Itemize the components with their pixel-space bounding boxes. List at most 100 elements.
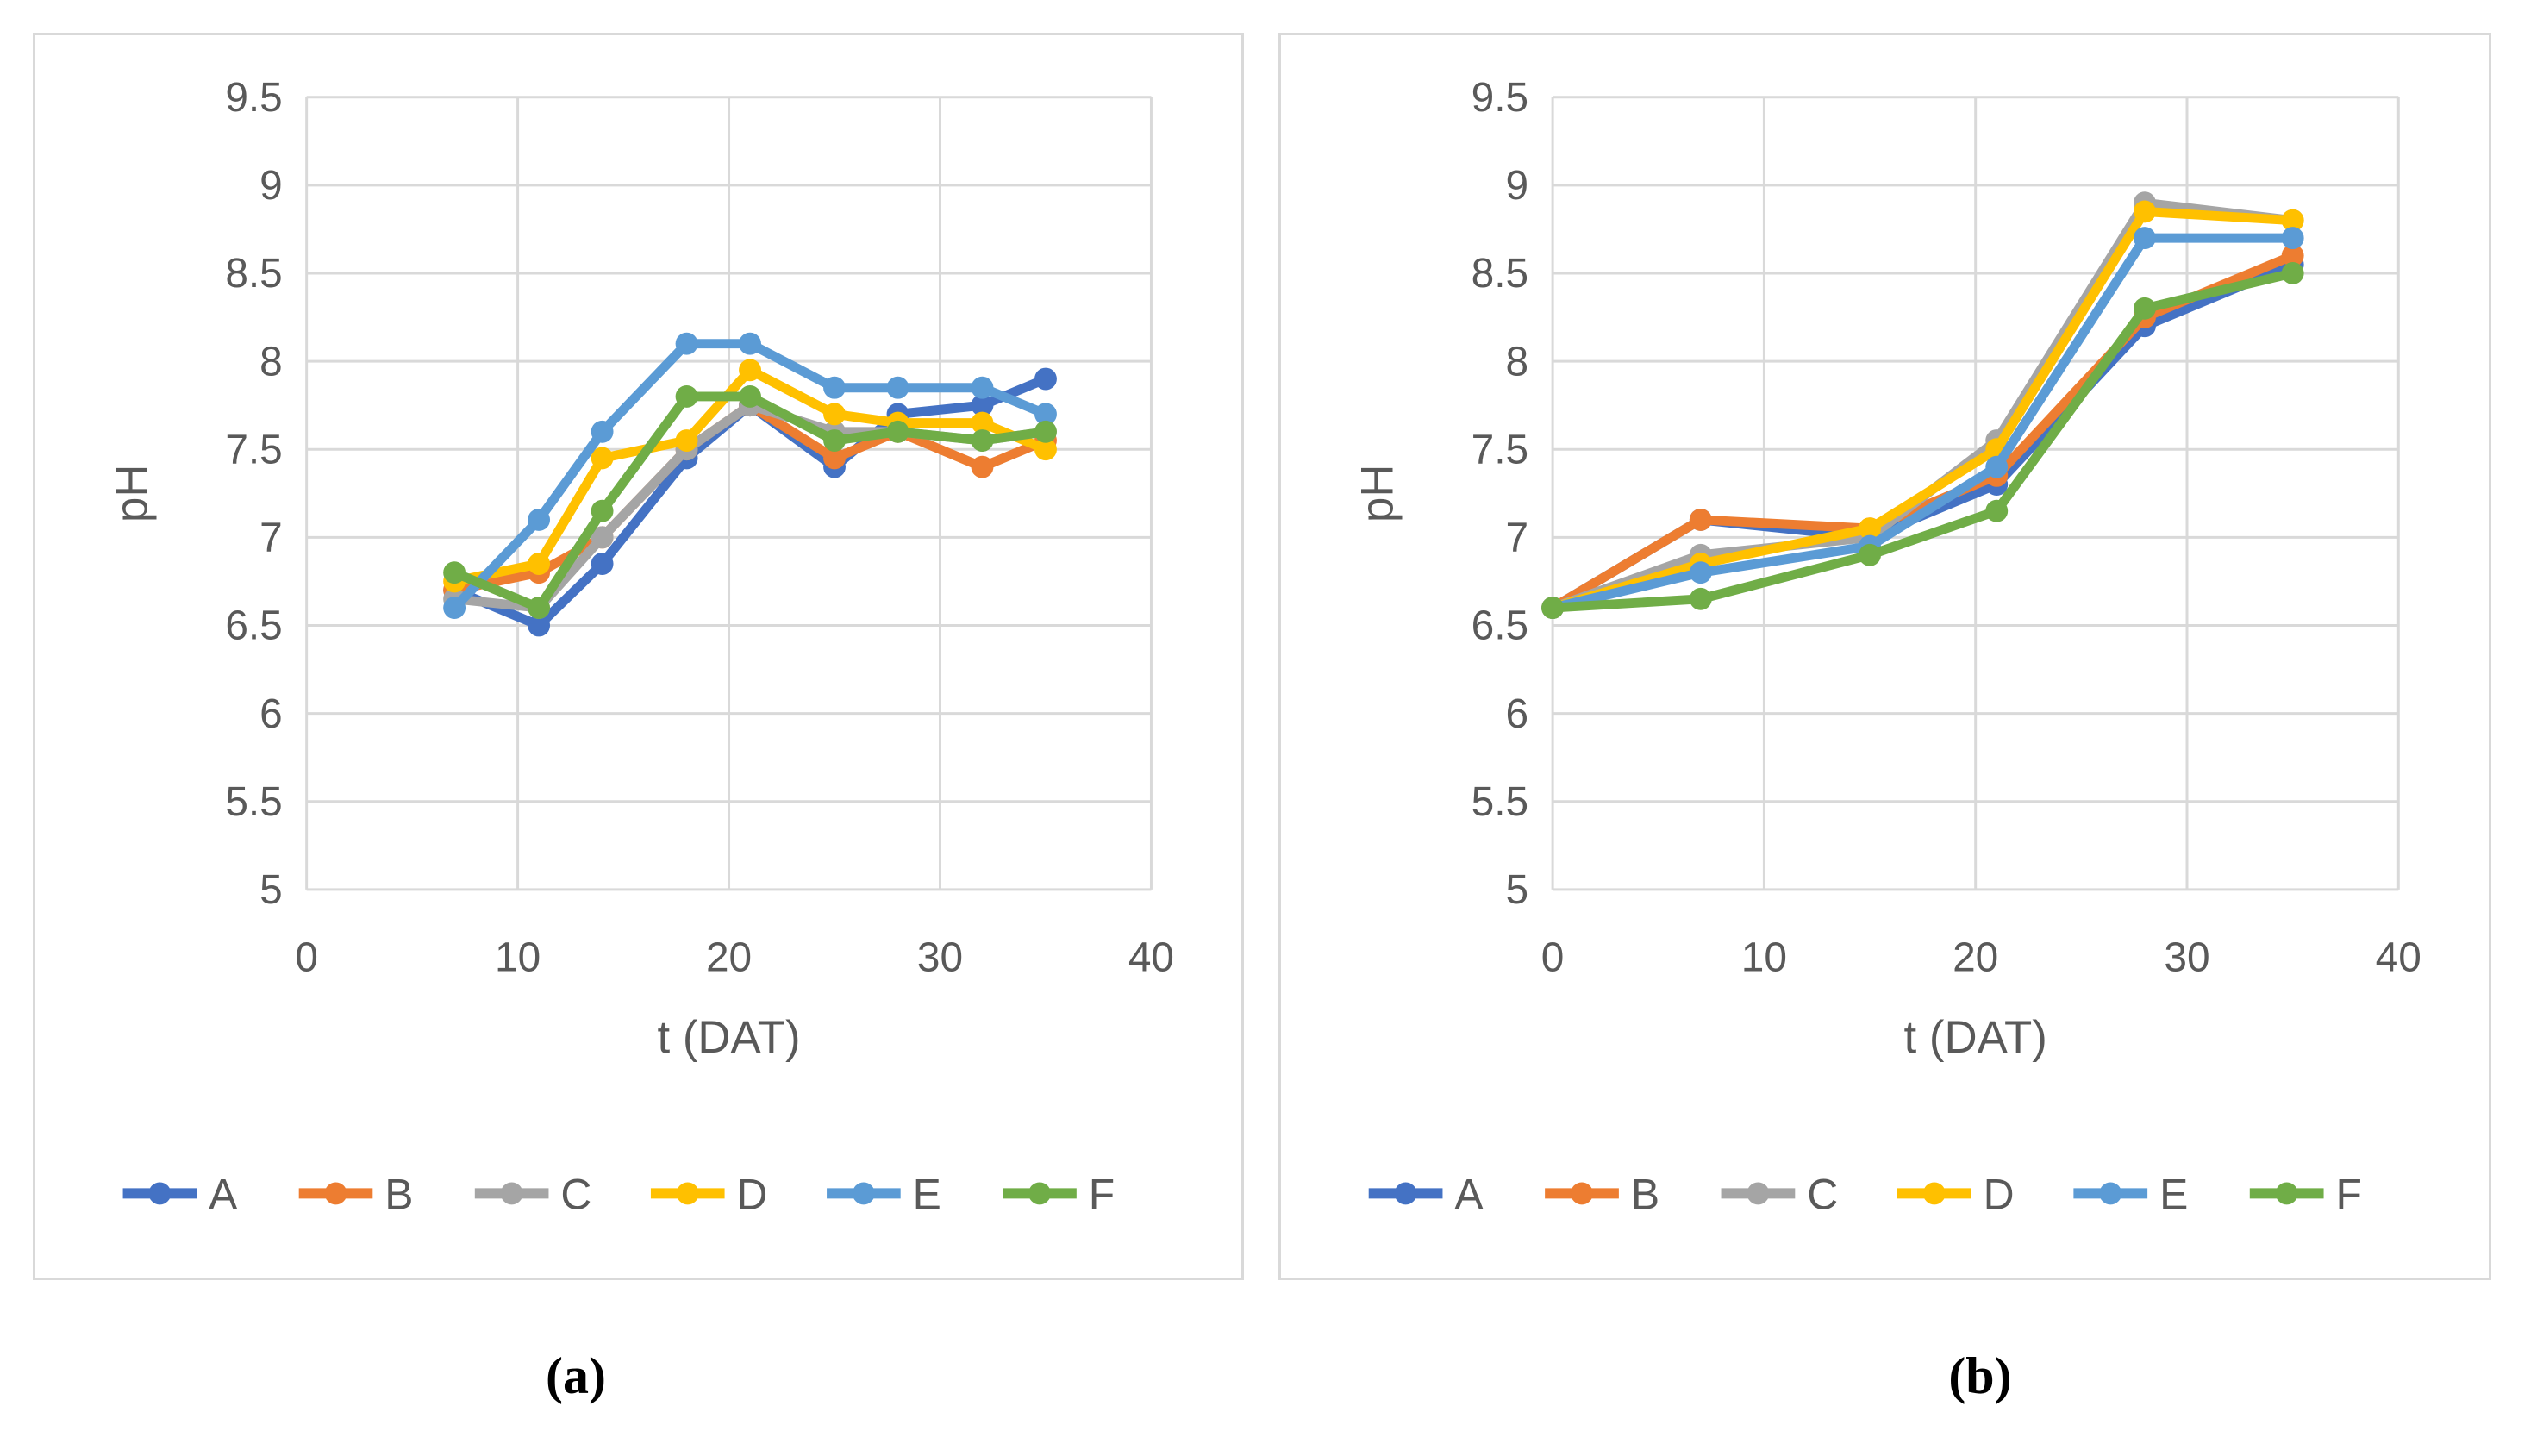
data-point-E [591, 420, 614, 443]
caption-b: (b) [1948, 1347, 2012, 1404]
legend-marker [2099, 1182, 2122, 1205]
legend-item-B: B [298, 1170, 413, 1218]
data-point-E [2133, 227, 2156, 250]
y-axis-tick-label: 8 [259, 339, 283, 384]
data-point-E [443, 597, 466, 620]
legend-label: F [1089, 1170, 1115, 1218]
data-point-F [1985, 499, 2009, 522]
legend-marker [148, 1182, 172, 1205]
x-axis-title: t (DAT) [1904, 1012, 2047, 1063]
y-axis-tick-label: 9.5 [1472, 75, 1529, 121]
data-point-E [886, 376, 909, 399]
legend-label: E [913, 1170, 941, 1218]
chart-b: 9.5 9 8.5 8 7.5 7 6.5 6 5.5 50 10 20 30 40 t (DAT) pH A B… [1353, 75, 2421, 1218]
legend-item-F: F [2249, 1170, 2362, 1218]
y-axis-tick-label: 7 [259, 516, 283, 561]
legend-item-C: C [1721, 1170, 1838, 1218]
x-axis-tick-label: 40 [2376, 935, 2421, 981]
data-point-E [675, 332, 698, 355]
legend-item-D: D [1897, 1170, 2015, 1218]
legend-item-A: A [122, 1170, 238, 1218]
legend-item-F: F [1003, 1170, 1115, 1218]
x-axis-tick-label: 40 [1128, 934, 1174, 980]
y-axis-tick-label: 6.5 [225, 603, 282, 649]
data-point-F [1859, 543, 1882, 566]
legend-marker [852, 1182, 875, 1205]
data-point-F [823, 429, 846, 452]
data-point-D [675, 429, 698, 452]
data-point-F [886, 420, 909, 443]
legend-item-C: C [474, 1170, 591, 1218]
data-point-D [528, 553, 551, 575]
series-line-D [1547, 206, 2298, 613]
legend-marker [1571, 1182, 1593, 1205]
legend-label: A [209, 1170, 238, 1218]
y-axis-tick-label: 6.5 [1472, 603, 1529, 649]
data-point-D [591, 447, 614, 470]
data-point-E [1689, 561, 1712, 584]
legend-item-E: E [827, 1170, 941, 1218]
legend-item-D: D [650, 1170, 767, 1218]
y-axis-title: pH [1353, 465, 1403, 522]
data-point-A [971, 394, 994, 417]
x-axis-tick-label: 20 [1953, 935, 1998, 981]
data-point-F [1034, 420, 1057, 443]
data-point-F [1541, 597, 1565, 620]
data-point-F [2281, 262, 2304, 284]
x-axis-tick-label: 10 [495, 934, 541, 980]
data-point-D [2281, 209, 2304, 232]
legend-item-A: A [1368, 1170, 1484, 1218]
legend-marker [324, 1182, 347, 1205]
caption-a: (a) [546, 1347, 606, 1404]
data-point-D [739, 359, 761, 382]
data-point-B [2281, 244, 2304, 267]
series-line-F [1547, 268, 2298, 613]
y-axis-tick-label: 5.5 [1472, 779, 1529, 825]
y-axis-tick-label: 7.5 [1472, 428, 1529, 473]
data-point-D [2133, 200, 2156, 223]
x-axis-tick-label: 30 [2164, 935, 2209, 981]
x-axis-title: t (DAT) [658, 1012, 801, 1063]
data-point-E [823, 376, 846, 399]
data-point-A [1034, 367, 1057, 391]
data-point-A [528, 614, 551, 637]
x-axis-tick-label: 0 [295, 934, 318, 980]
data-point-B [1689, 508, 1712, 531]
legend-label: A [1454, 1170, 1484, 1218]
data-point-F [528, 597, 551, 620]
legend-label: F [2336, 1170, 2362, 1218]
legend-label: B [384, 1170, 413, 1218]
legend-label: E [2159, 1170, 2188, 1218]
legend-marker [1394, 1182, 1417, 1205]
y-axis-tick-label: 9 [259, 163, 283, 209]
data-point-F [739, 384, 761, 408]
legend-item-E: E [2073, 1170, 2188, 1218]
data-point-F [675, 384, 698, 408]
y-axis-tick-label: 5 [1506, 867, 1529, 913]
legend-item-B: B [1545, 1170, 1659, 1218]
y-axis-tick-label: 8 [1506, 339, 1529, 384]
data-point-F [591, 499, 614, 522]
data-point-E [1985, 455, 2009, 478]
data-point-F [2133, 297, 2156, 320]
y-axis-tick-label: 6 [259, 691, 283, 737]
chart-panel-b: 9.5 9 8.5 8 7.5 7 6.5 6 5.5 5 0 10 20 30 40 t (DAT) pH A B… [1278, 33, 2491, 1280]
legend-marker [676, 1182, 699, 1205]
legend-marker [2275, 1182, 2298, 1205]
series-line-A [1547, 259, 2298, 613]
data-point-D [823, 403, 846, 426]
y-axis-tick-label: 9.5 [225, 75, 282, 121]
data-point-B [971, 455, 994, 478]
data-point-D [1034, 438, 1057, 461]
legend-marker [1028, 1182, 1051, 1205]
data-point-E [739, 332, 761, 355]
legend-marker [1747, 1182, 1770, 1205]
y-axis-tick-label: 5 [259, 867, 283, 913]
y-axis-tick-label: 8.5 [225, 251, 282, 297]
y-axis-tick-label: 7 [1506, 516, 1529, 561]
data-point-E [2281, 227, 2304, 250]
data-point-F [1689, 587, 1712, 610]
x-axis-tick-label: 20 [706, 934, 752, 980]
legend-label: C [1807, 1170, 1838, 1218]
